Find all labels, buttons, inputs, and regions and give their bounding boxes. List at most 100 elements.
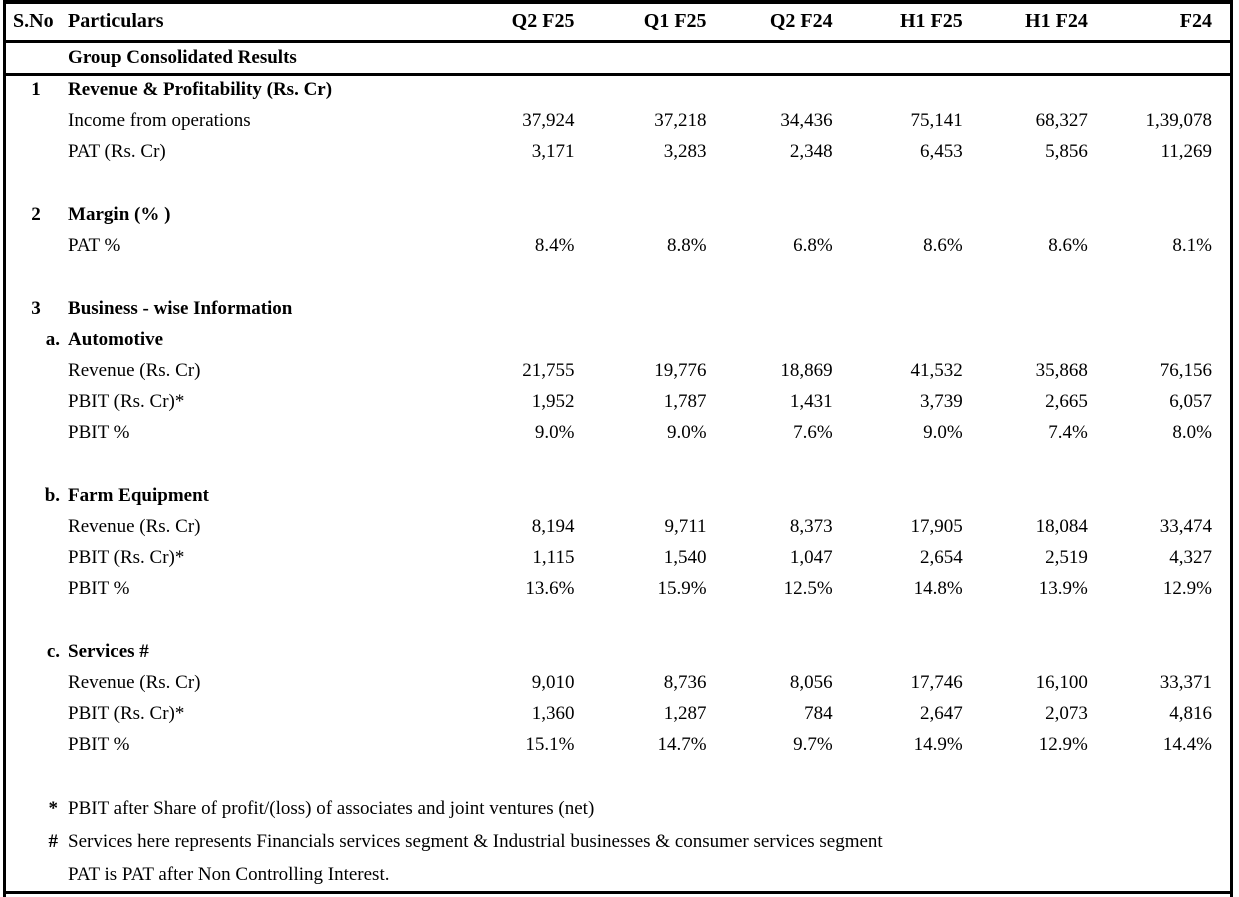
cell-value: 1,952 [531,390,575,412]
cell-value: 14.7% [657,733,707,755]
cell-value: 8,194 [531,515,575,537]
footnote-row: # Services here represents Financials ser… [6,825,1230,858]
cell-value: 17,905 [910,515,963,537]
cell-value: 5,856 [1045,140,1088,162]
row-sno [6,105,66,136]
cell-value: 12.5% [783,577,833,599]
row-sno: 1 [31,79,41,101]
row-sno [6,136,66,167]
cell-value: 8.6% [1048,234,1088,256]
row-sno: a. [45,328,61,350]
row-heading-label: Revenue & Profitability (Rs. Cr) [68,79,333,101]
footnote-row: PAT is PAT after Non Controlling Interes… [6,858,1230,891]
row-label: Revenue (Rs. Cr) [68,359,201,381]
column-header-q2-f24: Q2 F24 [711,4,838,43]
spacer-row [6,167,1230,199]
cell-value: 1,431 [789,390,833,412]
cell-value: 1,360 [531,702,575,724]
column-header-particulars: Particulars [66,4,452,43]
cell-value: 18,084 [1035,515,1088,537]
row-sno [6,386,66,417]
cell-value: 2,519 [1045,546,1088,568]
row-sno [6,511,66,542]
cell-value: 4,327 [1169,546,1212,568]
cell-value: 9.0% [666,421,707,443]
data-row: Revenue (Rs. Cr) 8,194 9,711 8,373 17,905 18,… [6,511,1230,542]
section-heading-row: 3 Business - wise Information [6,293,1230,324]
spacer-cell [6,604,1230,636]
cell-value: 3,739 [919,390,963,412]
cell-value: 13.9% [1038,577,1088,599]
spacer-cell [6,261,1230,293]
cell-value: 2,647 [919,702,963,724]
row-heading-label: Services # [68,640,149,662]
cell-value: 6,453 [919,140,963,162]
column-header-sno: S.No [6,4,67,43]
row-label: PBIT (Rs. Cr)* [68,546,185,568]
cell-value: 8,056 [789,671,833,693]
cell-value: 8.8% [666,234,707,256]
cell-value: 1,787 [663,390,707,412]
row-sno [6,230,66,261]
row-sno [6,729,66,760]
cell-value: 9.0% [923,421,963,443]
cell-value: 6,057 [1169,390,1212,412]
column-header-f24: F24 [1092,4,1230,43]
subsection-heading-row: c. Services # [6,636,1230,667]
spacer-row [6,604,1230,636]
cell-value: 21,755 [522,359,575,381]
cell-value: 18,869 [780,359,833,381]
cell-value: 9.0% [534,421,575,443]
section-heading-row: 2 Margin (% ) [6,199,1230,230]
row-sno [6,573,66,604]
data-row: Revenue (Rs. Cr) 21,755 19,776 18,869 41,532… [6,355,1230,386]
cell-value: 3,171 [531,140,575,162]
cell-value: 15.1% [525,733,575,755]
footnote-marker: # [48,830,59,852]
group-header-sno-spacer [6,41,67,76]
spacer-cell [6,167,1230,199]
data-row: PBIT % 13.6% 15.9% 12.5% 14.8% 13.9% 12.9% [6,573,1230,604]
subsection-heading-row: b. Farm Equipment [6,480,1230,511]
row-sno: 2 [31,203,41,225]
table-bottom-rule [6,891,1230,894]
cell-value: 9,010 [531,671,575,693]
cell-value: 8,736 [663,671,707,693]
cell-value: 1,540 [663,546,707,568]
cell-value: 37,924 [522,109,575,131]
data-row: Revenue (Rs. Cr) 9,010 8,736 8,056 17,746 16,… [6,667,1230,698]
data-row: PBIT % 9.0% 9.0% 7.6% 9.0% 7.4% 8.0% [6,417,1230,448]
cell-value: 4,816 [1169,702,1212,724]
row-sno [6,698,66,729]
group-header-label: Group Consolidated Results [66,41,1230,76]
row-label: Income from operations [68,109,251,131]
cell-value: 1,047 [789,546,833,568]
section-heading-row: 1 Revenue & Profitability (Rs. Cr) [6,74,1230,105]
cell-value: 784 [804,702,833,724]
cell-value: 8.1% [1172,234,1212,256]
cell-value: 68,327 [1035,109,1088,131]
spacer-cell [6,760,1230,792]
cell-value: 2,665 [1045,390,1088,412]
cell-value: 37,218 [654,109,707,131]
row-label: PAT (Rs. Cr) [68,140,166,162]
cell-value: 6.8% [793,234,833,256]
subsection-heading-row: a. Automotive [6,324,1230,355]
cell-value: 14.9% [913,733,963,755]
cell-value: 16,100 [1035,671,1088,693]
cell-value: 7.6% [793,421,833,443]
cell-value: 9.7% [793,733,833,755]
cell-value: 11,269 [1160,140,1212,162]
spacer-row [6,261,1230,293]
row-heading-label: Business - wise Information [68,297,293,319]
column-header-q2-f25: Q2 F25 [451,4,580,43]
cell-value: 7.4% [1048,421,1088,443]
data-row: PAT (Rs. Cr) 3,171 3,283 2,348 6,453 5,856 11,… [6,136,1230,167]
row-label: Revenue (Rs. Cr) [68,515,201,537]
group-header-row: Group Consolidated Results [6,41,1230,76]
cell-value: 13.6% [525,577,575,599]
cell-value: 8.0% [1172,421,1212,443]
footnote-text: PBIT after Share of profit/(loss) of ass… [68,797,595,819]
cell-value: 2,654 [919,546,963,568]
data-row: PBIT (Rs. Cr)* 1,360 1,287 784 2,647 2,073 4,8… [6,698,1230,729]
